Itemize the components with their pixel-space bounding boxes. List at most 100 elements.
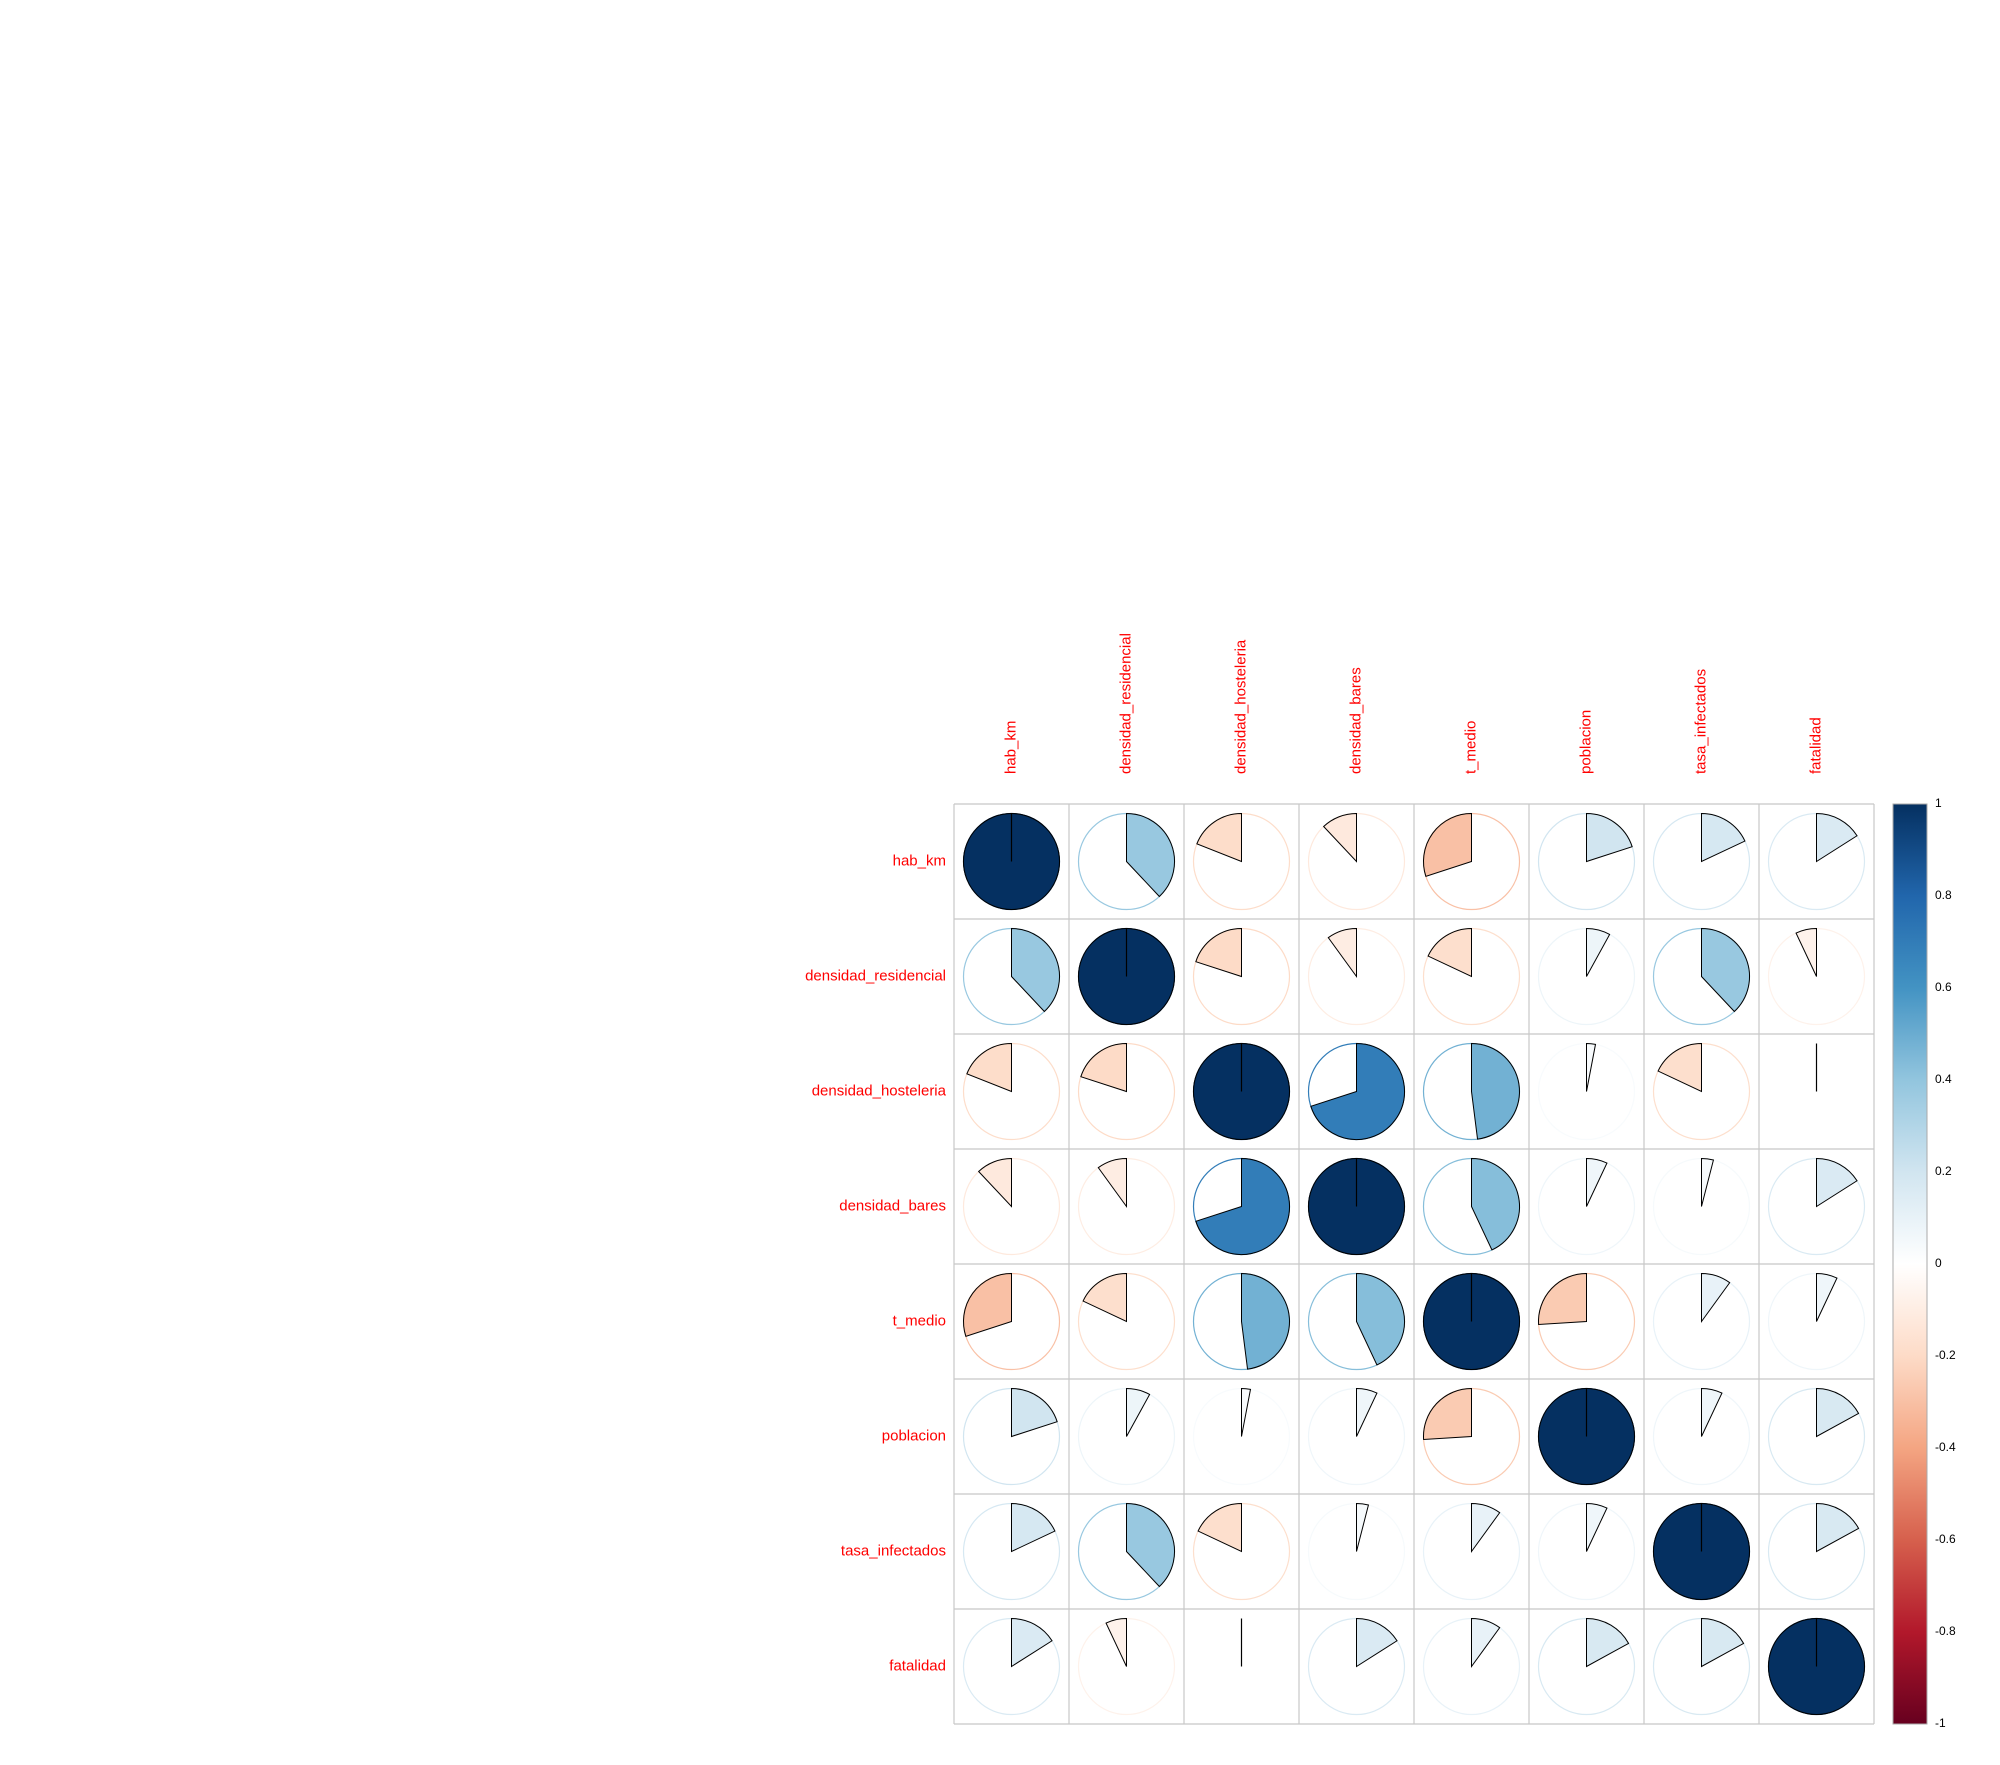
corr-cell-densidad_residencial-hab_km [962, 927, 1061, 1026]
row-label-hab_km: hab_km [893, 852, 946, 869]
corr-cell-fatalidad-hab_km [962, 1617, 1061, 1716]
pie-slice [1356, 1272, 1405, 1366]
pie-slice [1586, 927, 1611, 977]
pie-slice [1657, 1042, 1702, 1093]
pie-slice [1097, 1157, 1127, 1209]
pie-slice [1816, 1502, 1860, 1553]
pie-slice [1197, 1502, 1242, 1553]
pie-slice [1356, 1617, 1398, 1668]
corr-cell-densidad_residencial-fatalidad [1767, 927, 1866, 1026]
pie-slice [1795, 927, 1817, 977]
correlation-pies [962, 812, 1866, 1716]
corr-cell-poblacion-poblacion [1537, 1387, 1636, 1486]
corr-cell-densidad_bares-poblacion [1537, 1157, 1636, 1256]
corr-cell-densidad_residencial-densidad_bares [1307, 927, 1406, 1026]
corr-cell-t_medio-poblacion [1537, 1272, 1636, 1371]
pie-slice [1816, 812, 1858, 863]
pie-slice [1356, 1387, 1378, 1437]
corr-cell-densidad_bares-t_medio [1422, 1157, 1521, 1256]
corr-cell-densidad_residencial-tasa_infectados [1652, 927, 1751, 1026]
corr-cell-poblacion-densidad_residencial [1077, 1387, 1176, 1486]
corr-cell-poblacion-tasa_infectados [1652, 1387, 1751, 1486]
colorbar-tick-label: -0.6 [1935, 1532, 1956, 1546]
colorbar-tick-label: 0.8 [1935, 888, 1952, 902]
corr-cell-tasa_infectados-hab_km [962, 1502, 1061, 1601]
colorbar-tick-label: -0.8 [1935, 1624, 1956, 1638]
pie-slice [1011, 927, 1060, 1013]
corr-cell-t_medio-tasa_infectados [1652, 1272, 1751, 1371]
corr-cell-hab_km-densidad_residencial [1077, 812, 1176, 911]
corr-cell-t_medio-t_medio [1422, 1272, 1521, 1371]
col-label-hab_km: hab_km [1002, 721, 1019, 774]
pie-slice [1241, 1387, 1252, 1437]
corr-cell-fatalidad-densidad_residencial [1077, 1617, 1176, 1716]
corr-cell-fatalidad-t_medio [1422, 1617, 1521, 1716]
corr-cell-tasa_infectados-fatalidad [1767, 1502, 1866, 1601]
matrix-grid [953, 803, 1875, 1725]
corr-cell-hab_km-t_medio [1422, 812, 1521, 911]
corr-cell-fatalidad-poblacion [1537, 1617, 1636, 1716]
pie-slice [1538, 1272, 1587, 1326]
pie-slice [1423, 1387, 1472, 1441]
pie-slice [1701, 1157, 1715, 1207]
corr-cell-hab_km-hab_km [962, 812, 1061, 911]
pie-slice [1427, 927, 1472, 978]
pie-slice [1322, 812, 1357, 863]
corr-cell-densidad_bares-densidad_residencial [1077, 1157, 1176, 1256]
corr-cell-densidad_hosteleria-poblacion [1537, 1042, 1636, 1141]
pie-slice [963, 1272, 1012, 1337]
corr-cell-densidad_hosteleria-hab_km [962, 1042, 1061, 1141]
corr-cell-t_medio-densidad_residencial [1077, 1272, 1176, 1371]
pie-slice [1586, 1042, 1597, 1092]
pie-slice [1011, 1617, 1053, 1668]
col-label-densidad_bares: densidad_bares [1347, 667, 1364, 774]
corr-cell-tasa_infectados-densidad_hosteleria [1192, 1502, 1291, 1601]
pie-slice [1011, 1502, 1056, 1553]
corr-cell-fatalidad-fatalidad [1767, 1617, 1866, 1716]
pie-slice [1816, 1387, 1860, 1438]
pie-slice [1082, 1272, 1127, 1323]
corr-cell-densidad_residencial-densidad_residencial [1077, 927, 1176, 1026]
corr-cell-hab_km-poblacion [1537, 812, 1636, 911]
corr-cell-hab_km-fatalidad [1767, 812, 1866, 911]
corr-cell-poblacion-fatalidad [1767, 1387, 1866, 1486]
corr-cell-densidad_bares-tasa_infectados [1652, 1157, 1751, 1256]
pie-slice [1126, 812, 1175, 898]
colorbar-tick-label: 0.6 [1935, 980, 1952, 994]
corr-cell-poblacion-hab_km [962, 1387, 1061, 1486]
colorbar-tick-label: -1 [1935, 1716, 1946, 1730]
corr-cell-tasa_infectados-densidad_residencial [1077, 1502, 1176, 1601]
pie-slice [1195, 1157, 1290, 1255]
pie-slice [1586, 1502, 1608, 1552]
pie-slice [1080, 1042, 1127, 1093]
corr-cell-densidad_residencial-poblacion [1537, 927, 1636, 1026]
colorbar-tick-label: 1 [1935, 796, 1942, 810]
pie-slice [1471, 1157, 1520, 1251]
pie-slice [1471, 1617, 1501, 1669]
corr-cell-densidad_residencial-densidad_hosteleria [1192, 927, 1291, 1026]
corr-cell-densidad_residencial-t_medio [1422, 927, 1521, 1026]
corr-cell-tasa_infectados-tasa_infectados [1652, 1502, 1751, 1601]
colorbar-tick-label: -0.4 [1935, 1440, 1956, 1454]
pie-slice [1471, 1042, 1520, 1140]
row-label-densidad_residencial: densidad_residencial [805, 967, 946, 984]
pie-slice [1310, 1042, 1405, 1140]
pie-slice [1356, 1502, 1370, 1552]
color-legend: 1 0.8 0.6 0.4 0.2 0 -0.2 -0.4 -0.6 -0.8 -1 [1892, 796, 1956, 1730]
corr-cell-fatalidad-densidad_hosteleria [1192, 1617, 1291, 1716]
corr-cell-densidad_bares-hab_km [962, 1157, 1061, 1256]
corr-cell-t_medio-densidad_hosteleria [1192, 1272, 1291, 1371]
pie-slice [966, 1042, 1012, 1093]
row-label-densidad_bares: densidad_bares [839, 1197, 946, 1214]
pie-slice [1241, 1272, 1290, 1370]
col-label-tasa_infectados: tasa_infectados [1692, 669, 1709, 774]
pie-slice [977, 1157, 1012, 1208]
pie-slice [1586, 812, 1633, 863]
row-label-tasa_infectados: tasa_infectados [841, 1542, 946, 1559]
corr-cell-tasa_infectados-t_medio [1422, 1502, 1521, 1601]
corr-cell-t_medio-densidad_bares [1307, 1272, 1406, 1371]
corr-cell-hab_km-densidad_hosteleria [1192, 812, 1291, 911]
corr-cell-fatalidad-densidad_bares [1307, 1617, 1406, 1716]
pie-slice [1816, 1157, 1858, 1208]
